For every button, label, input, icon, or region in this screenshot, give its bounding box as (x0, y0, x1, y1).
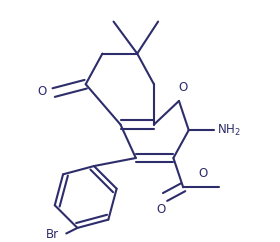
Text: O: O (198, 167, 207, 180)
Text: NH$_2$: NH$_2$ (216, 123, 240, 138)
Text: Br: Br (46, 228, 59, 241)
Text: O: O (179, 81, 188, 94)
Text: O: O (156, 203, 165, 216)
Text: O: O (38, 85, 47, 98)
